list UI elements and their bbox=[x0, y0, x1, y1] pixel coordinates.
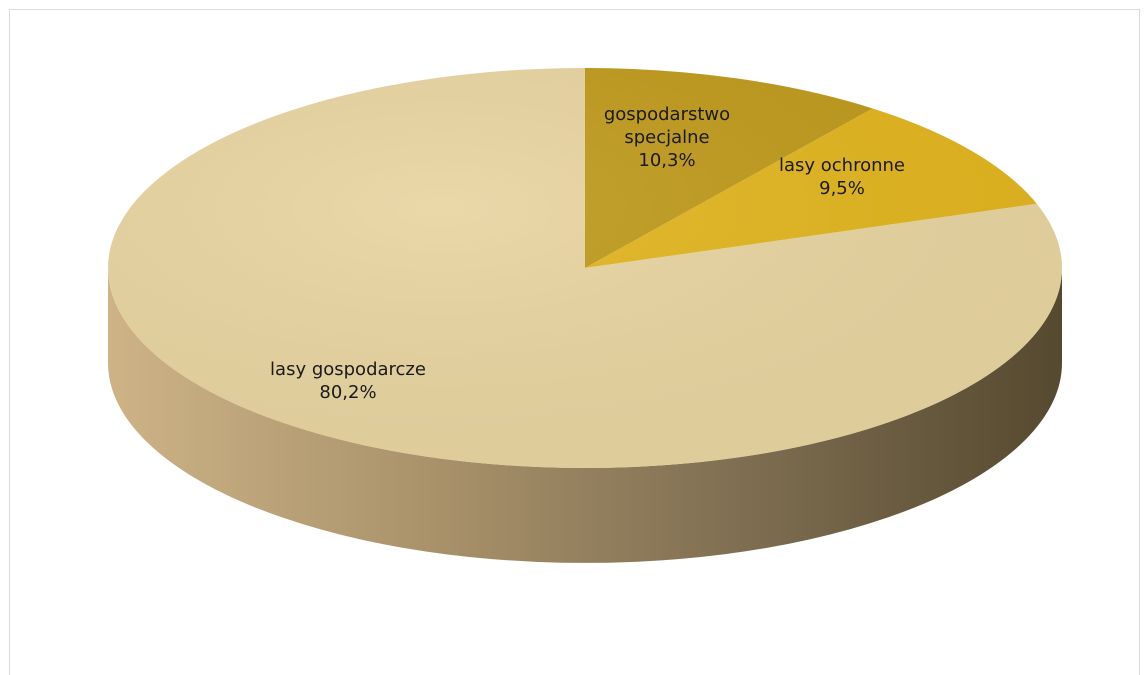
slice-label-gospodarstwo-specjalne: gospodarstwo specjalne 10,3% bbox=[604, 104, 730, 171]
pie-sheen bbox=[108, 68, 1062, 468]
pie-side-wall bbox=[108, 268, 1062, 563]
pie-side bbox=[108, 268, 1062, 563]
slice-label-lasy-ochronne: lasy ochronne 9,5% bbox=[779, 155, 905, 199]
pie-labels: gospodarstwo specjalne 10,3% lasy ochronne 9… bbox=[270, 104, 905, 403]
slice-label-lasy-gospodarcze: lasy gospodarcze 80,2% bbox=[270, 359, 426, 403]
